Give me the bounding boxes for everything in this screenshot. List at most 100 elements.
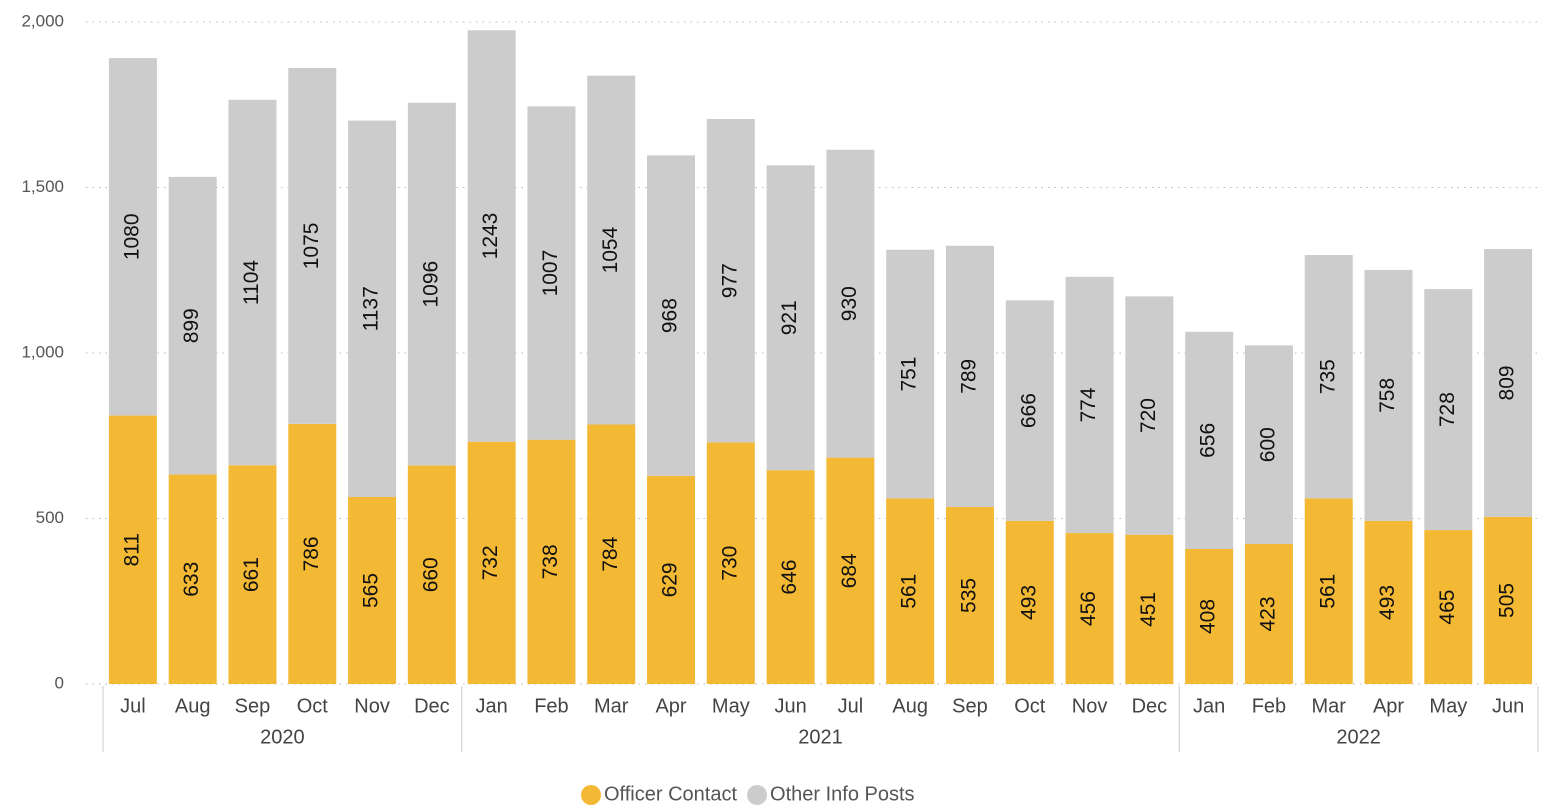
data-label: 1104: [240, 260, 263, 305]
data-label: 1075: [300, 223, 323, 270]
x-tick-label: Jan: [476, 695, 508, 717]
group-label: 2021: [798, 726, 843, 748]
bar-segment: [587, 75, 636, 425]
x-tick-label: Aug: [892, 695, 928, 717]
data-label: 661: [240, 557, 263, 592]
data-label: 646: [778, 560, 801, 595]
x-tick-label: Jun: [1492, 695, 1524, 717]
bar-segment: [1424, 530, 1473, 684]
data-label: 1096: [419, 261, 442, 308]
x-tick-label: Dec: [1132, 695, 1168, 717]
data-label: 758: [1376, 378, 1399, 413]
bar-segment: [168, 474, 217, 684]
bar-segment: [108, 415, 157, 684]
data-label: 493: [1017, 585, 1040, 620]
bar-segment: [706, 442, 755, 684]
data-label: 738: [539, 544, 562, 579]
x-tick-label: Feb: [1252, 695, 1286, 717]
data-label: 720: [1137, 398, 1160, 433]
x-tick-label: Mar: [594, 695, 629, 717]
data-label: 666: [1017, 393, 1040, 428]
x-tick-label: Oct: [297, 695, 329, 717]
x-tick-label: Apr: [655, 695, 686, 717]
x-tick-label: Jan: [1193, 695, 1225, 717]
data-label: 561: [1316, 574, 1339, 609]
bar-segment: [1304, 255, 1353, 499]
x-tick-label: May: [1429, 695, 1467, 717]
data-label: 786: [300, 536, 323, 571]
data-label: 1137: [360, 286, 383, 331]
x-tick-label: Jul: [120, 695, 146, 717]
bar-segment: [228, 99, 277, 466]
bar-segment: [1484, 249, 1533, 517]
x-tick-label: Aug: [175, 695, 211, 717]
data-label: 600: [1256, 427, 1279, 462]
y-tick-label: 500: [36, 508, 64, 527]
data-label: 408: [1197, 599, 1220, 634]
bar-segment: [647, 475, 696, 684]
data-label: 811: [120, 533, 143, 566]
bar-segment: [766, 165, 815, 471]
data-label: 451: [1137, 592, 1160, 627]
bar-segment: [1185, 331, 1234, 549]
data-label: 732: [479, 545, 502, 580]
data-label: 423: [1256, 596, 1279, 631]
bar-segment: [647, 155, 696, 476]
bar-segment: [1065, 276, 1114, 534]
data-label: 629: [659, 562, 682, 597]
bar-segment: [1125, 534, 1174, 684]
group-label: 2020: [260, 726, 305, 748]
x-tick-label: Nov: [1072, 695, 1108, 717]
data-label: 656: [1197, 423, 1220, 458]
bar-segment: [826, 457, 875, 684]
x-tick-label: Oct: [1014, 695, 1046, 717]
legend-swatch: [747, 785, 768, 805]
bar-segment: [108, 58, 157, 416]
x-tick-label: Sep: [235, 695, 271, 717]
x-tick-label: May: [712, 695, 750, 717]
bar-segment: [766, 470, 815, 684]
x-tick-label: Dec: [414, 695, 450, 717]
data-label: 505: [1496, 583, 1519, 618]
legend-label: Officer Contact: [604, 783, 737, 805]
bar-segment: [407, 102, 456, 466]
x-tick-label: Jul: [838, 695, 864, 717]
bar-segment: [945, 506, 994, 684]
bar-segment: [1005, 520, 1054, 684]
data-label: 730: [718, 546, 741, 581]
data-label: 565: [360, 573, 383, 608]
x-tick-label: Sep: [952, 695, 988, 717]
data-label: 1007: [539, 250, 562, 297]
data-label: 1054: [599, 226, 622, 273]
y-tick-label: 1,500: [21, 177, 64, 196]
bar-segment: [288, 423, 337, 684]
data-label: 784: [599, 536, 622, 571]
bar-segment: [228, 465, 277, 684]
y-tick-label: 1,000: [21, 342, 64, 361]
bar-segment: [527, 439, 576, 684]
data-label: 684: [838, 553, 861, 588]
bar-segment: [886, 249, 935, 499]
bar-segment: [945, 245, 994, 507]
bar-segment: [467, 30, 516, 442]
bar-segment: [467, 441, 516, 684]
bar-segment: [288, 68, 337, 424]
legend-swatch: [581, 785, 601, 805]
data-label: 660: [419, 557, 442, 592]
bar-segment: [527, 106, 576, 440]
bar-segment: [1185, 548, 1234, 684]
data-label: 633: [180, 562, 203, 597]
x-tick-label: Nov: [354, 695, 390, 717]
data-label: 493: [1376, 585, 1399, 620]
bar-segment: [1424, 289, 1473, 531]
bar-segment: [587, 424, 636, 684]
bar-segment: [826, 149, 875, 458]
x-tick-label: Mar: [1312, 695, 1347, 717]
bar-segment: [1304, 498, 1353, 684]
data-label: 465: [1436, 590, 1459, 625]
data-label: 930: [838, 286, 861, 321]
data-label: 728: [1436, 392, 1459, 427]
data-label: 735: [1316, 359, 1339, 394]
x-tick-label: Feb: [534, 695, 568, 717]
